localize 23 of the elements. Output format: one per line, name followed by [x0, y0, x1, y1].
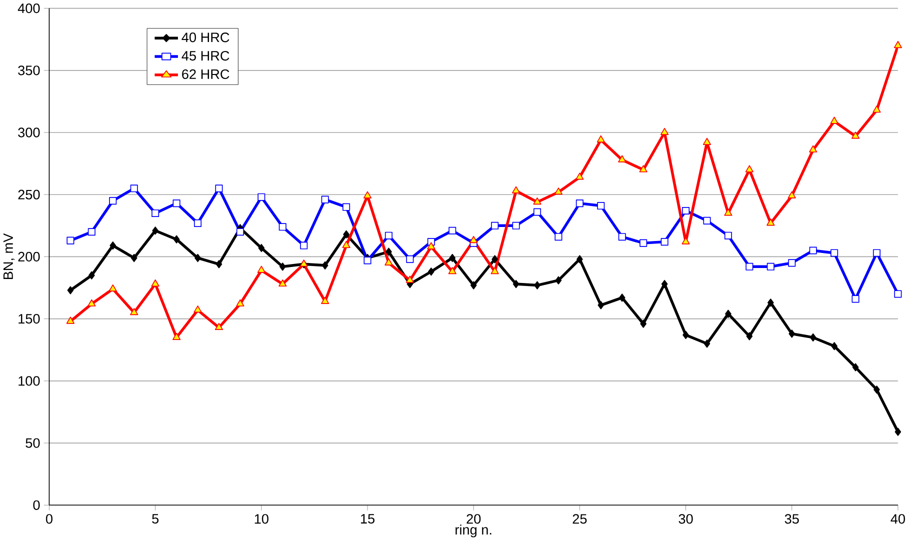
x-axis-title: ring n. — [456, 524, 492, 538]
x-tick-label: 15 — [360, 514, 374, 524]
y-tick-label: 100 — [18, 376, 40, 386]
legend-label: 40 HRC — [182, 32, 230, 42]
y-tick-label: 300 — [18, 128, 40, 138]
y-tick-label: 50 — [26, 438, 40, 448]
y-tick-label: 350 — [18, 66, 40, 76]
legend-label: 45 HRC — [182, 51, 230, 61]
y-tick-label: 150 — [18, 314, 40, 324]
x-tick-label: 10 — [254, 514, 268, 524]
y-tick-label: 0 — [33, 500, 40, 510]
x-tick-label: 5 — [152, 514, 159, 524]
y-tick-label: 250 — [18, 190, 40, 200]
legend-label: 62 HRC — [182, 69, 230, 80]
y-tick-label: 400 — [18, 4, 40, 14]
y-axis-title: BN, mV — [3, 233, 15, 280]
y-tick-label: 200 — [18, 252, 40, 262]
x-tick-label: 0 — [46, 514, 52, 524]
x-tick-label: 35 — [784, 514, 799, 524]
x-tick-label: 40 — [890, 514, 905, 524]
x-tick-label: 20 — [466, 514, 481, 524]
x-tick-label: 30 — [678, 514, 693, 524]
x-tick-label: 25 — [572, 514, 587, 524]
